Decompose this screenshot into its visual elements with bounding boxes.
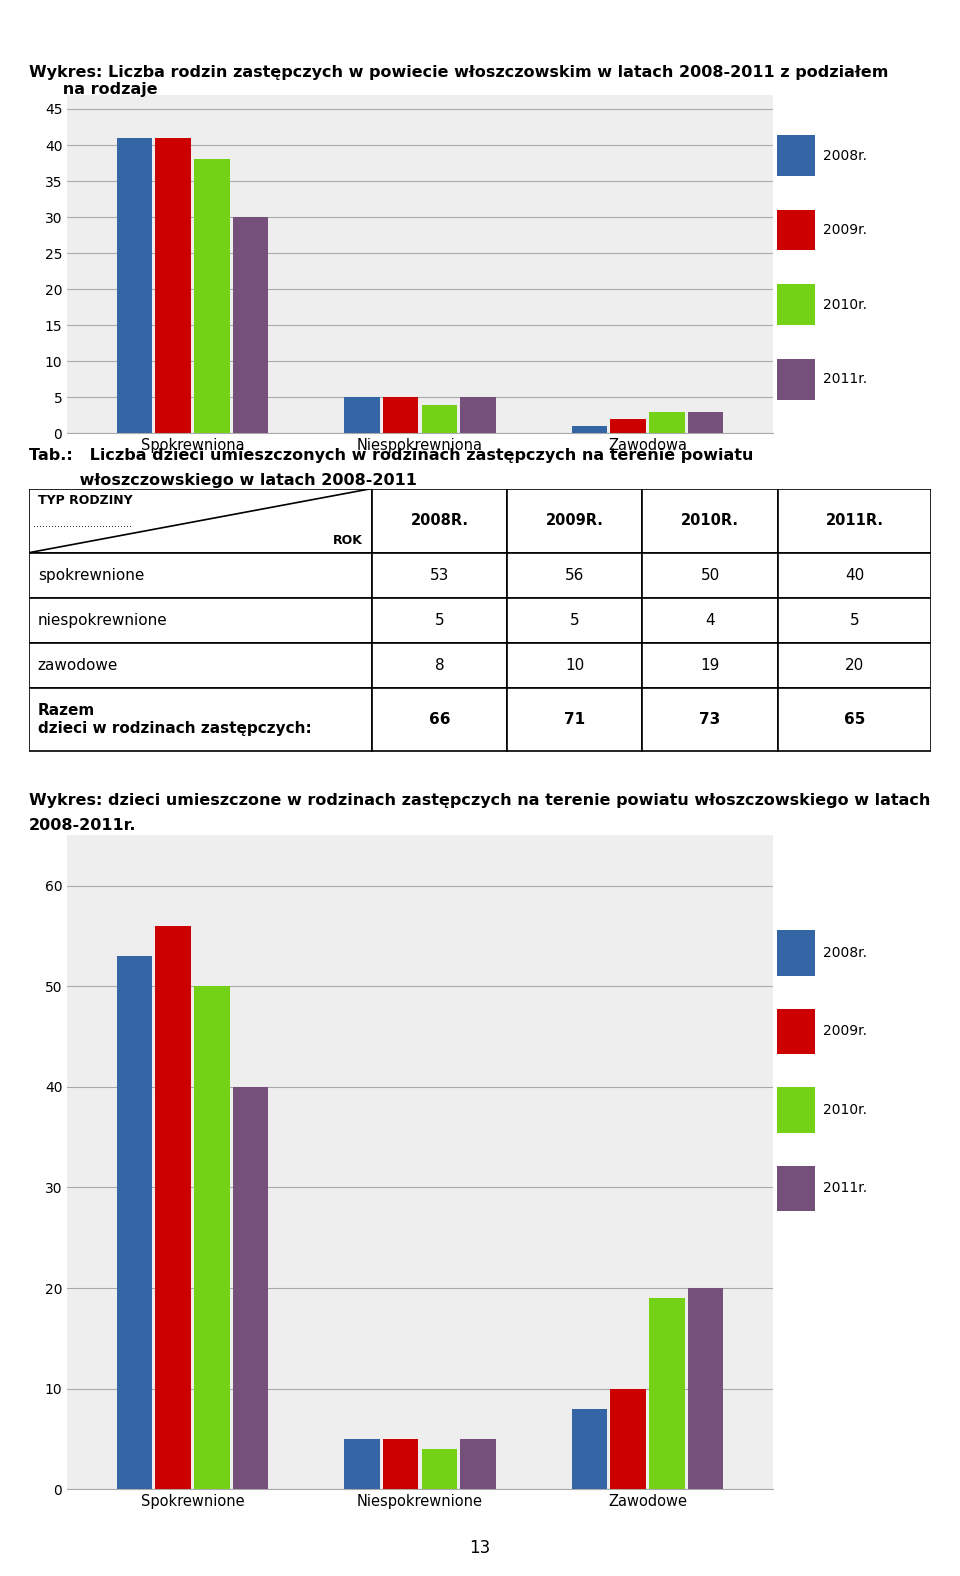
- Bar: [778, 597, 931, 643]
- FancyBboxPatch shape: [777, 1087, 815, 1133]
- Bar: [572, 426, 608, 433]
- Text: 5: 5: [570, 613, 580, 627]
- Text: 2008R.: 2008R.: [410, 514, 468, 528]
- Text: 8: 8: [435, 659, 444, 673]
- Text: 2009r.: 2009r.: [824, 1024, 867, 1039]
- Text: 71: 71: [564, 712, 586, 727]
- Text: 2009R.: 2009R.: [546, 514, 604, 528]
- Bar: [194, 159, 229, 433]
- Bar: [688, 1288, 724, 1489]
- Bar: [642, 689, 778, 752]
- Bar: [232, 217, 268, 433]
- Text: 4: 4: [706, 613, 715, 627]
- Bar: [29, 553, 372, 597]
- FancyBboxPatch shape: [777, 1009, 815, 1054]
- Bar: [372, 597, 507, 643]
- Text: spokrewnione: spokrewnione: [37, 567, 144, 583]
- Bar: [372, 643, 507, 689]
- Bar: [611, 419, 646, 433]
- Bar: [507, 643, 642, 689]
- Bar: [507, 489, 642, 553]
- Text: Wykres: Liczba rodzin zastępczych w powiecie włoszczowskim w latach 2008-2011 z : Wykres: Liczba rodzin zastępczych w powi…: [29, 65, 888, 98]
- Text: 10: 10: [565, 659, 585, 673]
- Text: 20: 20: [845, 659, 864, 673]
- Text: 50: 50: [701, 567, 720, 583]
- Bar: [460, 1439, 496, 1489]
- Bar: [372, 553, 507, 597]
- Bar: [194, 987, 229, 1489]
- Text: 2011r.: 2011r.: [824, 1182, 868, 1196]
- Bar: [460, 397, 496, 433]
- Bar: [572, 1409, 608, 1489]
- Bar: [29, 597, 372, 643]
- Text: 5: 5: [850, 613, 859, 627]
- Text: 5: 5: [435, 613, 444, 627]
- FancyBboxPatch shape: [777, 930, 815, 976]
- Bar: [116, 957, 152, 1489]
- Text: 2010r.: 2010r.: [824, 1103, 867, 1117]
- FancyBboxPatch shape: [777, 359, 815, 400]
- Bar: [344, 397, 380, 433]
- Text: 2008-2011r.: 2008-2011r.: [29, 818, 136, 834]
- Bar: [507, 553, 642, 597]
- FancyBboxPatch shape: [777, 284, 815, 325]
- Text: 65: 65: [844, 712, 865, 727]
- FancyBboxPatch shape: [777, 210, 815, 251]
- Bar: [156, 137, 191, 433]
- Bar: [507, 597, 642, 643]
- Text: 13: 13: [469, 1540, 491, 1557]
- Bar: [29, 689, 372, 752]
- Text: 19: 19: [701, 659, 720, 673]
- Text: ROK: ROK: [333, 534, 363, 547]
- Bar: [778, 643, 931, 689]
- Bar: [778, 553, 931, 597]
- Text: 2011R.: 2011R.: [826, 514, 883, 528]
- Bar: [421, 1448, 457, 1489]
- Bar: [642, 597, 778, 643]
- Bar: [372, 489, 507, 553]
- Text: 40: 40: [845, 567, 864, 583]
- Bar: [372, 689, 507, 752]
- Text: 2010R.: 2010R.: [681, 514, 739, 528]
- Bar: [421, 405, 457, 433]
- Text: włoszczowskiego w latach 2008-2011: włoszczowskiego w latach 2008-2011: [29, 473, 417, 489]
- Text: 53: 53: [430, 567, 449, 583]
- Text: TYP RODZINY: TYP RODZINY: [37, 495, 132, 507]
- Bar: [29, 489, 372, 553]
- Bar: [29, 643, 372, 689]
- Bar: [642, 489, 778, 553]
- Bar: [649, 1299, 684, 1489]
- Text: Razem
dzieci w rodzinach zastępczych:: Razem dzieci w rodzinach zastępczych:: [37, 703, 312, 736]
- Text: 73: 73: [700, 712, 721, 727]
- Text: .................................: .................................: [34, 519, 132, 528]
- Bar: [649, 411, 684, 433]
- Bar: [116, 137, 152, 433]
- Text: 2011r.: 2011r.: [824, 372, 868, 386]
- Bar: [778, 489, 931, 553]
- Bar: [344, 1439, 380, 1489]
- Text: 2008r.: 2008r.: [824, 148, 867, 162]
- Bar: [383, 397, 419, 433]
- Text: zawodowe: zawodowe: [37, 659, 118, 673]
- Text: 2008r.: 2008r.: [824, 946, 867, 960]
- Text: 2009r.: 2009r.: [824, 224, 867, 236]
- FancyBboxPatch shape: [777, 1166, 815, 1212]
- Text: 2010r.: 2010r.: [824, 298, 867, 312]
- FancyBboxPatch shape: [777, 136, 815, 177]
- Text: 56: 56: [565, 567, 585, 583]
- Bar: [611, 1388, 646, 1489]
- Bar: [642, 553, 778, 597]
- Bar: [156, 925, 191, 1489]
- Bar: [507, 689, 642, 752]
- Bar: [688, 411, 724, 433]
- Text: Wykres: dzieci umieszczone w rodzinach zastępczych na terenie powiatu włoszczows: Wykres: dzieci umieszczone w rodzinach z…: [29, 793, 930, 808]
- Bar: [232, 1087, 268, 1489]
- Text: niespokrewnione: niespokrewnione: [37, 613, 168, 627]
- Bar: [642, 643, 778, 689]
- Bar: [383, 1439, 419, 1489]
- Text: 66: 66: [429, 712, 450, 727]
- Bar: [778, 689, 931, 752]
- Text: Tab.:   Liczba dzieci umieszczonych w rodzinach zastępczych na terenie powiatu: Tab.: Liczba dzieci umieszczonych w rodz…: [29, 448, 754, 463]
